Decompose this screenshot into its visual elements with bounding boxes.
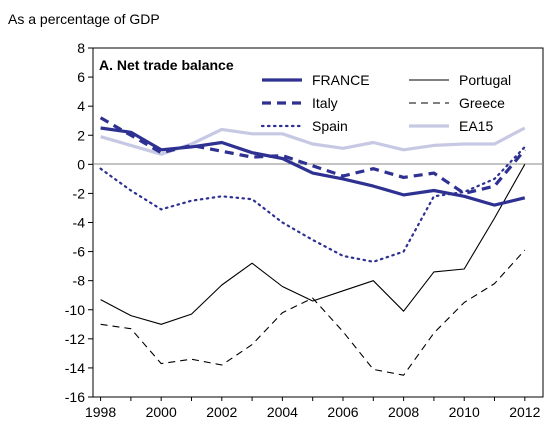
- x-axis: 1998 2000 2002 2004 2006 2008 2010 2012: [85, 397, 541, 420]
- series-line-france: [100, 126, 526, 207]
- y-tick-label: -14: [65, 360, 85, 376]
- legend-label-spain: Spain: [312, 118, 348, 134]
- y-tick-label: 6: [77, 69, 85, 85]
- y-tick-label: -10: [65, 302, 85, 318]
- y-tick-label: 2: [77, 127, 85, 143]
- y-tick-label: -2: [73, 185, 86, 201]
- legend-label-portugal: Portugal: [459, 72, 511, 88]
- panel-title: A. Net trade balance: [99, 57, 234, 73]
- y-tick-label: -12: [65, 331, 85, 347]
- x-tick-label: 2008: [388, 404, 419, 420]
- y-tick-label: 4: [77, 98, 85, 114]
- y-tick-label: 0: [77, 156, 85, 172]
- y-tick-label: -16: [65, 389, 85, 405]
- legend-label-italy: Italy: [312, 95, 338, 111]
- series-lines: [99, 116, 527, 376]
- x-tick-label: 2012: [509, 404, 540, 420]
- legend-label-greece: Greece: [459, 95, 505, 111]
- y-axis: 8 6 4 2 0 -2 -4 -6 -8 -10 -12 -14 -16: [65, 40, 93, 405]
- x-tick-label: 2000: [146, 404, 177, 420]
- series-line-greece: [100, 249, 526, 376]
- legend-label-ea15: EA15: [459, 118, 493, 134]
- series-line-portugal: [100, 164, 526, 325]
- y-tick-label: -6: [73, 244, 86, 260]
- y-tick-label: -4: [73, 215, 86, 231]
- x-tick-label: 1998: [85, 404, 116, 420]
- x-tick-label: 2002: [206, 404, 237, 420]
- x-tick-label: 2010: [449, 404, 480, 420]
- legend-label-france: FRANCE: [312, 72, 370, 88]
- y-tick-label: 8: [77, 40, 85, 56]
- x-tick-label: 2006: [327, 404, 358, 420]
- x-tick-label: 2004: [267, 404, 298, 420]
- legend: FRANCE Italy Spain Portugal Greece EA15: [260, 72, 511, 134]
- y-unit-label: As a percentage of GDP: [8, 11, 160, 27]
- y-tick-label: -8: [73, 273, 86, 289]
